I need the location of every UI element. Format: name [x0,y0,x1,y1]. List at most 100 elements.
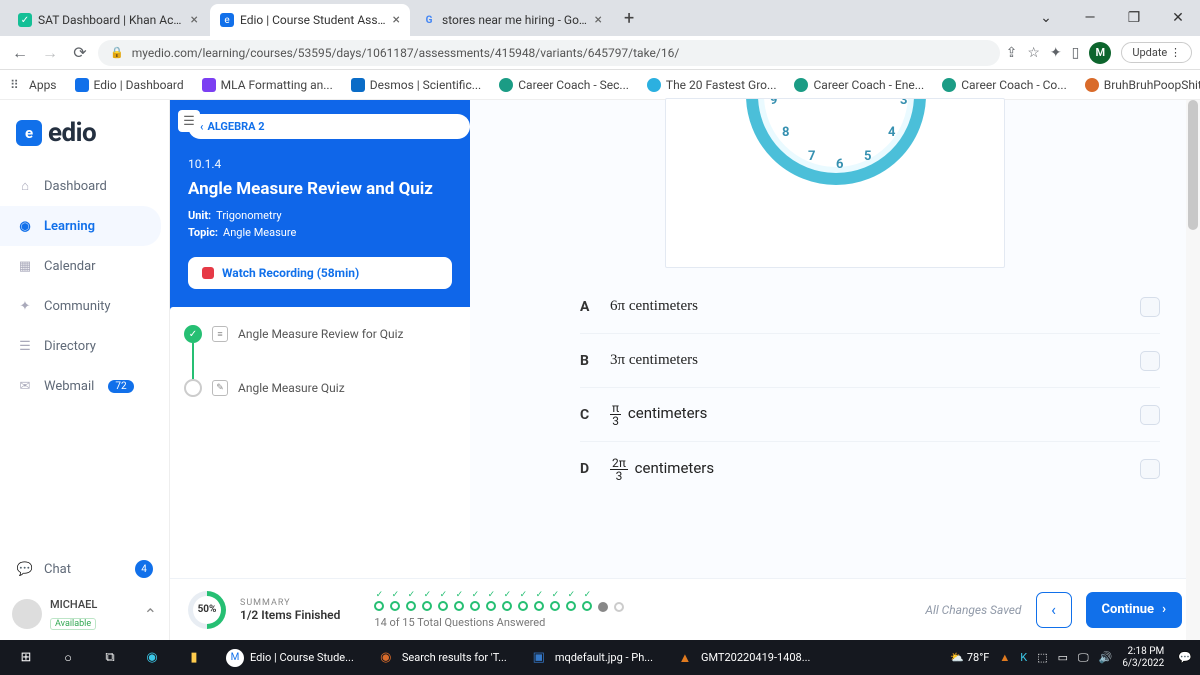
sidebar-item-dashboard[interactable]: ⌂Dashboard [0,166,169,206]
sidebar-item-calendar[interactable]: ▦Calendar [0,246,169,286]
tray-icon[interactable]: ⬚ [1037,651,1047,664]
checklist-item[interactable]: ✎ Angle Measure Quiz [184,379,456,397]
previous-button[interactable]: ‹ [1036,592,1072,628]
sidebar-item-directory[interactable]: ☰Directory [0,326,169,366]
menu-icon[interactable]: ☰ [178,110,200,132]
question-dot[interactable]: ✓ [406,590,416,612]
bookmark-item[interactable]: Desmos | Scientific... [351,78,481,92]
site-icon [351,78,365,92]
sidebar-item-chat[interactable]: 💬Chat4 [0,550,169,588]
forward-icon[interactable]: → [38,41,62,65]
maximize-icon[interactable]: ❐ [1112,10,1156,26]
search-button[interactable]: ○ [50,644,86,672]
taskbar-app[interactable]: ▲GMT20220419-1408... [667,644,818,672]
answer-option[interactable]: B 3π centimeters [580,334,1160,388]
question-dot[interactable]: ✓ [550,590,560,612]
back-icon[interactable]: ← [8,41,32,65]
scroll-thumb[interactable] [1188,100,1198,230]
volume-icon[interactable]: 🔊 [1099,651,1113,664]
radio-icon[interactable] [1140,459,1160,479]
lesson-title: Angle Measure Review and Quiz [188,179,452,199]
browser-tab[interactable]: G stores near me hiring - Google Se × [412,4,612,36]
question-dot[interactable] [598,590,608,612]
url-field[interactable]: 🔒 myedio.com/learning/courses/53595/days… [98,40,1000,66]
reload-icon[interactable]: ⟳ [68,41,92,65]
close-icon[interactable]: × [393,12,400,28]
question-dot[interactable]: ✓ [438,590,448,612]
browser-tab-active[interactable]: e Edio | Course Student Assessment × [210,4,410,36]
notifications-icon[interactable]: 💬 [1178,651,1192,664]
quiz-main: 9 8 7 6 5 4 3 A 6π centimeters B [470,100,1200,640]
taskbar-app[interactable]: ▣mqdefault.jpg - Ph... [521,644,661,672]
bookmark-item[interactable]: BruhBruhPoopShit [1085,78,1200,92]
continue-button[interactable]: Continue › [1086,592,1183,628]
panel-icon[interactable]: ▯ [1072,45,1080,61]
tray-icon[interactable]: ▭ [1058,651,1068,664]
star-icon[interactable]: ☆ [1027,45,1040,61]
sidebar-item-webmail[interactable]: ✉Webmail72 [0,366,169,406]
question-dot[interactable]: ✓ [486,590,496,612]
scrollbar[interactable]: ▲ [1186,100,1200,675]
bookmark-item[interactable]: Career Coach - Sec... [499,78,629,92]
question-dot[interactable]: ✓ [390,590,400,612]
weather[interactable]: ⛅ 78°F [950,651,989,664]
chat-badge: 4 [135,560,153,578]
tab-title: Edio | Course Student Assessment [240,13,387,27]
clock[interactable]: 2:18 PM 6/3/2022 [1122,646,1168,670]
bookmark-item[interactable]: MLA Formatting an... [202,78,333,92]
edge-button[interactable]: ◉ [134,644,170,672]
start-button[interactable]: ⊞ [8,644,44,672]
explorer-button[interactable]: ▮ [176,644,212,672]
question-dot[interactable]: ✓ [422,590,432,612]
apps-bookmark[interactable]: ⠿Apps [10,78,57,92]
bookmark-item[interactable]: The 20 Fastest Gro... [647,78,777,92]
taskbar-app[interactable]: ◉Search results for 'T... [368,644,515,672]
chrome-icon: M [226,649,244,667]
new-tab-button[interactable]: + [614,8,644,29]
question-dot[interactable]: ✓ [502,590,512,612]
extension-icon[interactable]: ✦ [1050,45,1062,61]
taskbar-app[interactable]: MEdio | Course Stude... [218,644,362,672]
minimize-icon[interactable]: — [1068,10,1112,26]
bookmark-item[interactable]: Career Coach - Co... [942,78,1067,92]
radio-icon[interactable] [1140,351,1160,371]
profile-badge[interactable]: M [1089,42,1111,64]
question-dot[interactable]: ✓ [534,590,544,612]
close-window-icon[interactable]: ✕ [1156,10,1200,26]
chevron-down-icon[interactable]: ⌄ [1024,10,1068,26]
logo[interactable]: e edio [0,106,169,166]
answer-option[interactable]: C π3 centimeters [580,388,1160,442]
site-icon [794,78,808,92]
answer-option[interactable]: D 2π3 centimeters [580,442,1160,496]
summary[interactable]: SUMMARY 1/2 Items Finished [240,598,340,622]
bookmark-item[interactable]: Edio | Dashboard [75,78,184,92]
close-icon[interactable]: × [191,12,198,28]
back-button[interactable]: ‹ ALGEBRA 2 [188,114,470,139]
browser-tab[interactable]: ✓ SAT Dashboard | Khan Academy × [8,4,208,36]
sidebar-item-learning[interactable]: ◉Learning [0,206,161,246]
question-dot[interactable]: ✓ [374,590,384,612]
user-menu[interactable]: MICHAEL Available ⌃ [0,588,169,640]
share-icon[interactable]: ⇪ [1006,45,1018,61]
update-button[interactable]: Update ⋮ [1121,42,1192,63]
question-dot[interactable]: ✓ [454,590,464,612]
question-dot[interactable]: ✓ [566,590,576,612]
tray-icon[interactable]: 🖵 [1078,651,1089,665]
url-text: myedio.com/learning/courses/53595/days/1… [132,46,680,60]
radio-icon[interactable] [1140,297,1160,317]
radio-icon[interactable] [1140,405,1160,425]
taskview-button[interactable]: ⧉ [92,644,128,672]
close-icon[interactable]: × [595,12,602,28]
bookmark-item[interactable]: Career Coach - Ene... [794,78,924,92]
record-icon [202,267,214,279]
checklist-item[interactable]: ✓ ≡ Angle Measure Review for Quiz [184,325,456,343]
question-dot[interactable]: ✓ [470,590,480,612]
question-dot[interactable]: ✓ [582,590,592,612]
sidebar-item-community[interactable]: ✦Community [0,286,169,326]
watch-recording-button[interactable]: Watch Recording (58min) [188,257,452,289]
tray-icon[interactable]: ▲ [999,651,1010,664]
question-dot[interactable] [614,590,624,612]
tray-icon[interactable]: K [1020,651,1027,664]
question-dot[interactable]: ✓ [518,590,528,612]
answer-option[interactable]: A 6π centimeters [580,280,1160,334]
